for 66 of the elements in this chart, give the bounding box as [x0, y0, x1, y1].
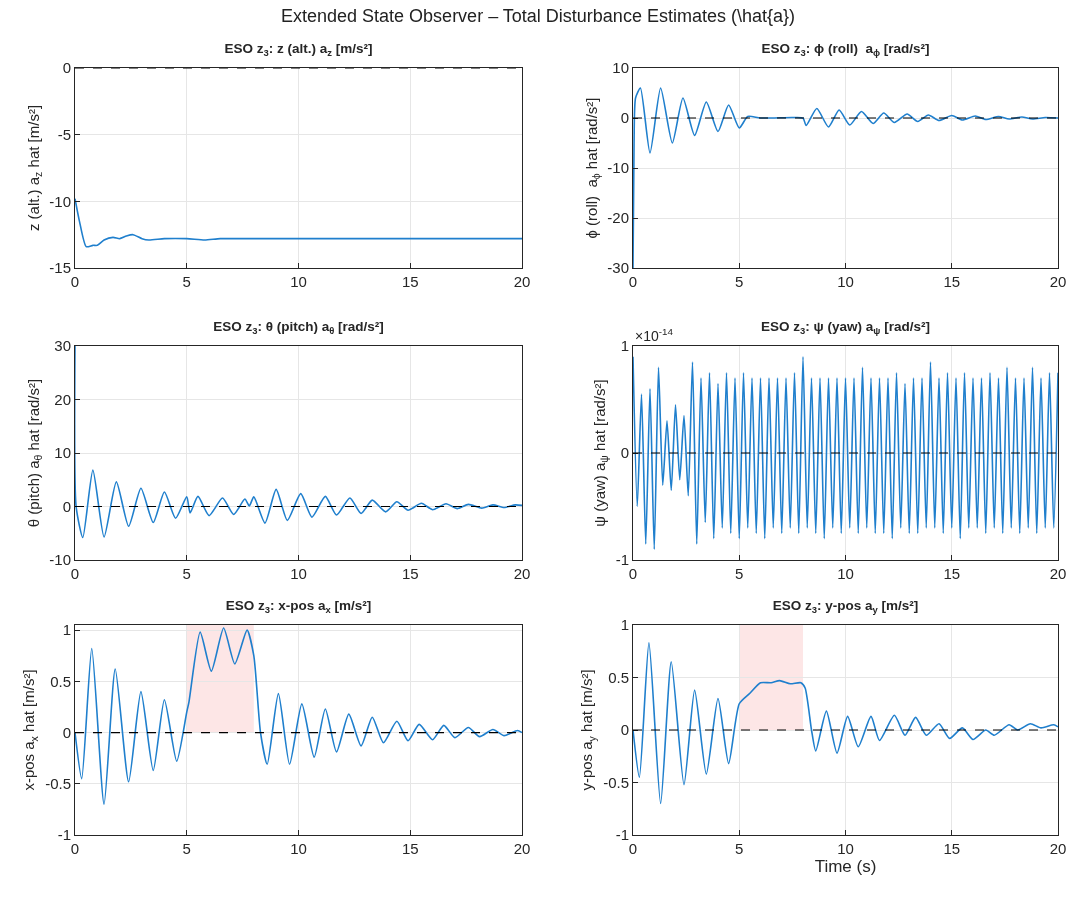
line-series — [633, 642, 1058, 805]
chart-title: ESO z$_{3}$: x-pos a$_{x}$ [m/s²] — [225, 598, 372, 616]
x-tick-label: 20 — [513, 273, 531, 290]
x-tick-label: 15 — [401, 840, 419, 857]
x-tick-label: 10 — [290, 273, 307, 290]
y-tick-label: 0 — [62, 723, 71, 741]
line-series — [75, 627, 522, 806]
chart-title: ESO z$_{3}$: y-pos a$_{y}$ [m/s²] — [772, 598, 919, 616]
x-tick-label: 20 — [513, 565, 531, 582]
y-tick-label: -10 — [49, 192, 71, 210]
y-tick-label: -5 — [57, 125, 71, 143]
chart-title: ESO z$_{3}$: z (alt.) a$_{z}$ [m/s²] — [224, 41, 373, 59]
y-tick-label: 0.5 — [608, 668, 629, 686]
x-tick-label: 15 — [401, 565, 419, 582]
chart-title: ESO z$_{3}$: ϕ (roll) a$_{ϕ}$ [rad/s²] — [761, 41, 930, 59]
x-tick-label: 5 — [735, 273, 744, 290]
y-tick-label: -1 — [615, 551, 629, 569]
x-tick-label: 20 — [1049, 273, 1067, 290]
line-series — [75, 346, 522, 539]
text: Extended State Observer – Total Disturbance Estimates (\hat{a}) — [280, 6, 796, 27]
y-tick-label: 0 — [62, 497, 71, 515]
y-tick-label: -1 — [615, 826, 629, 844]
y-tick-label: 10 — [54, 444, 71, 462]
y-tick-label: -0.5 — [45, 775, 71, 793]
x-tick-label: 5 — [735, 565, 744, 582]
y-tick-label: 0 — [62, 59, 71, 77]
line-series — [75, 197, 522, 248]
x-tick-label: 15 — [401, 273, 419, 290]
line-series — [633, 87, 1058, 268]
y-tick-label: -30 — [607, 259, 629, 277]
x-tick-label: 10 — [837, 840, 854, 857]
y-tick-label: 20 — [54, 390, 71, 408]
text: ×10$^{-14}$ — [635, 326, 674, 344]
y-tick-label: -10 — [607, 159, 629, 177]
y-tick-label: 0 — [620, 109, 629, 127]
x-tick-label: 20 — [513, 840, 531, 857]
x-tick-label: 10 — [290, 840, 307, 857]
y-tick-label: 1 — [62, 621, 71, 639]
x-tick-label: 10 — [837, 565, 854, 582]
x-tick-label: 15 — [943, 840, 961, 857]
y-tick-label: -1 — [57, 826, 71, 844]
x-tick-label: 20 — [1049, 565, 1067, 582]
x-tick-label: 5 — [735, 840, 744, 857]
x-tick-label: 10 — [290, 565, 307, 582]
x-axis-title: Time (s) — [814, 857, 877, 877]
y-tick-label: 10 — [612, 59, 629, 77]
y-tick-label: -0.5 — [603, 773, 629, 791]
y-tick-label: 0.5 — [50, 672, 71, 690]
chart-title: ESO z$_{3}$: ψ (yaw) a$_{ψ}$ [rad/s²] — [761, 319, 930, 337]
y-tick-label: -20 — [607, 209, 629, 227]
x-tick-label: 5 — [182, 565, 191, 582]
y-tick-label: 1 — [620, 337, 629, 355]
chart-title: ESO z$_{3}$: θ (pitch) a$_{θ}$ [rad/s²] — [213, 319, 384, 337]
y-tick-label: -10 — [49, 551, 71, 569]
y-tick-label: 0 — [620, 444, 629, 462]
x-tick-label: 5 — [182, 840, 191, 857]
y-tick-label: 0 — [620, 721, 629, 739]
line-series — [633, 355, 1058, 551]
x-tick-label: 20 — [1049, 840, 1067, 857]
x-tick-label: 15 — [943, 273, 961, 290]
y-tick-label: -15 — [49, 259, 71, 277]
x-tick-label: 15 — [943, 565, 961, 582]
y-tick-label: 1 — [620, 616, 629, 634]
x-tick-label: 5 — [182, 273, 191, 290]
y-tick-label: 30 — [54, 337, 71, 355]
x-tick-label: 10 — [837, 273, 854, 290]
